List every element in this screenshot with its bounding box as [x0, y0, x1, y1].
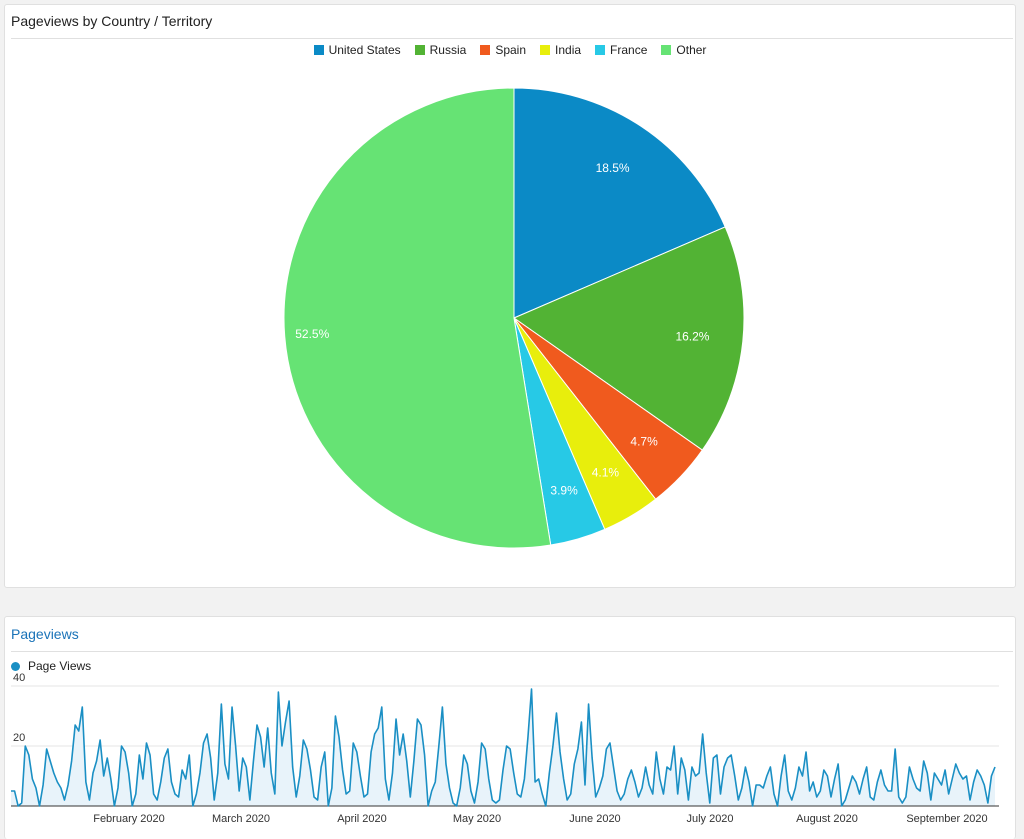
- x-tick-label-july-2020: July 2020: [686, 813, 733, 825]
- legend-swatch-russia: [414, 45, 425, 55]
- pageviews-series-line[interactable]: [11, 688, 996, 807]
- legend-item-india[interactable]: India: [540, 43, 581, 57]
- pageviews-title-divider: [11, 651, 1013, 652]
- x-tick-label-may-2020: May 2020: [453, 813, 501, 825]
- pie-slice-russia[interactable]: [512, 226, 745, 451]
- legend-item-spain[interactable]: Spain: [480, 43, 526, 57]
- legend-dot-icon: [11, 661, 20, 671]
- y-tick-label-20: 20: [13, 732, 25, 744]
- x-tick-label-june-2020: June 2020: [569, 813, 620, 825]
- pie-chart: 18.5% 16.2% 4.7% 4.1% 3.9% 52.5%: [283, 87, 745, 549]
- legend-swatch-other: [661, 45, 672, 55]
- pie-slice-other[interactable]: [283, 87, 552, 549]
- legend-swatch-spain: [480, 45, 491, 55]
- pageviews-area-fill: [11, 689, 995, 806]
- legend-item-russia[interactable]: Russia: [414, 43, 467, 57]
- legend-label-russia: Russia: [429, 43, 467, 57]
- pageviews-chart-card: Pageviews Page Views 20 40 February 2020 Ma…: [4, 616, 1016, 839]
- x-tick-label-march-2020: March 2020: [212, 813, 270, 825]
- pie-label-india: 4.1%: [592, 465, 620, 479]
- pie-title-divider: [11, 38, 1013, 39]
- legend-label-france: France: [610, 43, 648, 57]
- pageviews-legend[interactable]: Page Views: [11, 659, 91, 673]
- legend-label-india: India: [555, 43, 582, 57]
- x-tick-label-april-2020: April 2020: [337, 813, 387, 825]
- legend-item-france[interactable]: France: [595, 43, 647, 57]
- legend-label-spain: Spain: [495, 43, 527, 57]
- pie-label-other: 52.5%: [295, 327, 329, 341]
- legend-swatch-france: [595, 45, 606, 55]
- pie-chart-title: Pageviews by Country / Territory: [11, 13, 213, 29]
- x-tick-label-august-2020: August 2020: [796, 813, 858, 825]
- pie-label-spain: 4.7%: [630, 435, 658, 449]
- legend-label-other: Other: [676, 43, 707, 57]
- pie-label-france: 3.9%: [550, 483, 578, 497]
- pageviews-chart-title: Pageviews: [11, 626, 79, 642]
- legend-item-united-states[interactable]: United States: [313, 43, 401, 57]
- legend-swatch-united-states: [313, 45, 324, 55]
- x-tick-label-september-2020: September 2020: [906, 813, 987, 825]
- pageviews-area-chart: 20 40 February 2020 March 2020 April 2020 May…: [11, 672, 999, 825]
- pie-legend: United States Russia Spain India France Other: [5, 43, 1015, 57]
- legend-swatch-india: [540, 45, 551, 55]
- legend-item-other[interactable]: Other: [661, 43, 706, 57]
- legend-label-page-views: Page Views: [28, 659, 92, 673]
- y-tick-label-40: 40: [13, 672, 25, 684]
- pie-chart-card: Pageviews by Country / Territory United …: [4, 4, 1016, 588]
- pie-slice-united-states[interactable]: [513, 87, 726, 319]
- x-tick-label-february-2020: February 2020: [93, 813, 165, 825]
- legend-label-united-states: United States: [328, 43, 401, 57]
- pie-label-united-states: 18.5%: [596, 161, 630, 175]
- pie-label-russia: 16.2%: [675, 329, 709, 343]
